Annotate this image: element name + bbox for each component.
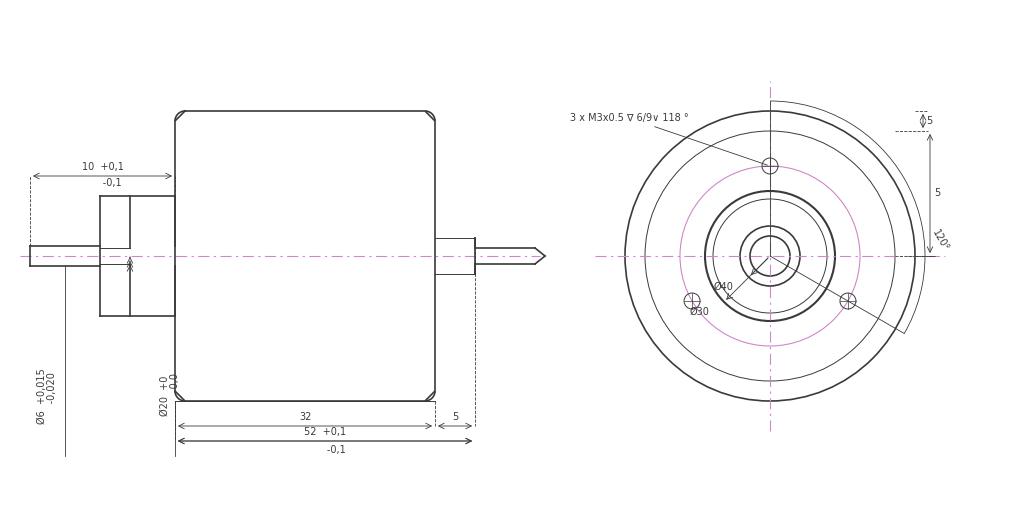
- Text: Ø40: Ø40: [714, 282, 734, 292]
- Text: 5: 5: [926, 116, 932, 126]
- Text: 32: 32: [299, 412, 311, 422]
- Text: -0,020: -0,020: [47, 373, 57, 419]
- Text: 5: 5: [452, 412, 458, 422]
- Text: 5: 5: [934, 188, 940, 199]
- Text: Ø6  +0,015: Ø6 +0,015: [37, 368, 47, 424]
- Text: 10  +0,1: 10 +0,1: [82, 162, 124, 172]
- Text: Ø20  +0: Ø20 +0: [160, 376, 170, 416]
- Text: 3 x M3x0.5 ∇ 6/9∨ 118 °: 3 x M3x0.5 ∇ 6/9∨ 118 °: [570, 113, 767, 165]
- Text: -0,1: -0,1: [84, 178, 121, 188]
- Text: -0,1: -0,1: [304, 445, 345, 455]
- Text: -0,0: -0,0: [170, 373, 180, 419]
- Text: Ø30: Ø30: [689, 307, 709, 317]
- Text: 120°: 120°: [930, 228, 950, 253]
- Text: 52  +0,1: 52 +0,1: [304, 427, 346, 437]
